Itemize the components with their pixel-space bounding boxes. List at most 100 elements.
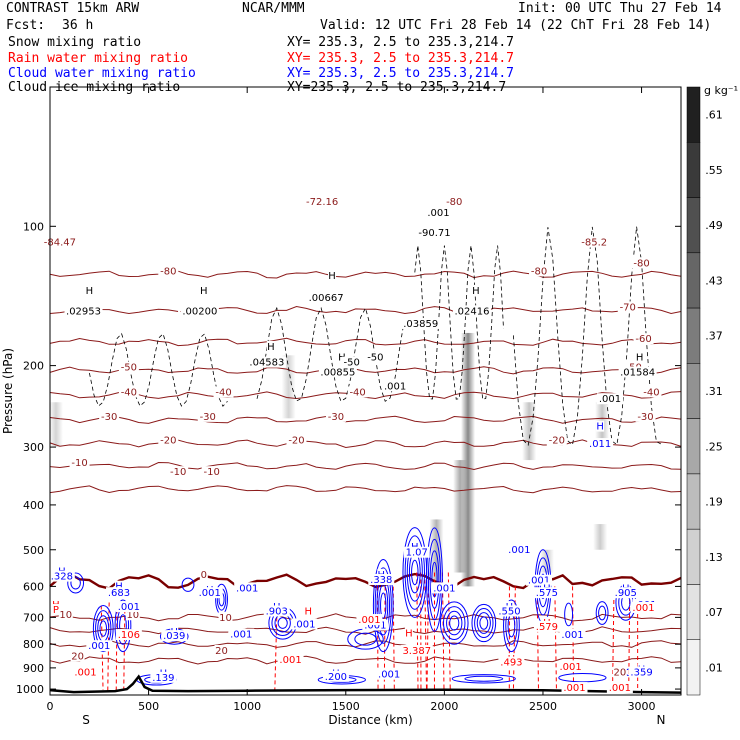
cloud-ice-label-bg [266,340,275,352]
cloud-water-label: .001 [364,621,386,632]
colorbar-label: .61 [705,109,723,122]
rain-label-bg [533,620,560,632]
cloud-ice-label: .001 [599,394,621,405]
snow-column [539,549,554,573]
isotherm-line [49,305,682,315]
colorbar: .61 .55 .49 .43 .37 .31 .25 .19 .13 .07 .01 g kg⁻¹ [686,84,738,696]
cloud-ice-label: .03859 [403,319,438,330]
cloud-water-label: .001 [378,670,400,681]
rain-label-bg [356,614,383,626]
cloud-water-contour [595,601,609,625]
cloud-ice-label-bg [85,284,94,296]
cloud-ice-label-bg [341,356,362,368]
cloud-water-label: .338 [370,575,392,586]
x-tick-label: 2000 [430,700,458,713]
cloud-water-label-bg [234,582,261,594]
colorbar-segment [686,639,701,696]
cloud-water-label: .011 [589,439,611,450]
legend-xy-cloud-water: XY= 235.3, 2.5 to 235.3,214.7 [287,66,514,81]
isotherm-label: -30 [101,412,117,423]
isotherm-label-bg [325,410,346,422]
isotherm-label-bg [201,466,222,478]
snow-column [48,402,63,448]
isotherm-label-bg [199,568,208,580]
rain-contour [628,592,631,692]
rain-label-bg [304,605,313,617]
colorbar-segment [686,528,701,585]
colorbar-label: .07 [705,606,723,619]
cloud-water-label-bg [431,582,458,594]
cloud-water-label-bg [403,546,430,558]
cloud-ice-label-bg [247,356,286,368]
cloud-water-label: .905 [615,588,637,599]
cloud-water-contour [558,672,607,683]
cloud-water-label-bg [86,640,113,652]
cloud-water-contour [67,572,85,594]
cloud-water-label-bg [506,543,533,555]
cloud-water-contour [431,561,438,598]
legend-xy-snow: XY= 235.3, 2.5 to 235.3,214.7 [287,35,514,50]
rain-label: H [405,629,413,640]
cloud-ice-contour [256,306,406,402]
cloud-ice-label-bg [635,351,644,363]
rain-contour [612,592,615,692]
cloud-ice-label-bg [618,366,657,378]
cloud-water-label-bg [228,628,255,640]
colorbar-label: .49 [705,219,723,232]
cloud-water-label-bg [150,671,177,683]
cloud-water-label: .328 [51,572,73,583]
legend-label-cloud-water: Cloud water mixing ratio [8,66,196,81]
y-tick-label: 100 [23,220,44,233]
colorbar-segment [686,473,701,530]
cloud-ice-label: H [328,271,336,282]
isotherm-label-bg [546,434,567,446]
snow-column [522,402,537,461]
cloud-water-label-bg [533,587,560,599]
cloud-water-label: .001 [293,619,315,630]
cloud-ice-label-bg [307,291,346,303]
isotherm-label-bg [633,333,654,345]
legend-label-snow: Snow mixing ratio [8,35,142,50]
isotherm-label: 20 [215,646,228,657]
cloud-water-label-bg [587,438,614,450]
cloud-water-label: .200 [325,672,347,683]
colorbar-segment [686,307,701,364]
rain-contour [274,617,278,692]
isotherm-line [49,461,682,471]
cloud-water-label: .139 [152,673,174,684]
isotherm-label: -80 [446,197,462,208]
y-tick-label: 400 [23,499,44,512]
cloud-water-contour [503,599,520,653]
y-tick-label: 800 [23,638,44,651]
isotherm-label: -10 [204,467,220,478]
isotherm-label-bg [70,650,85,662]
isotherm-label: -20 [549,436,565,447]
cloud-water-contour [564,602,574,627]
cloud-ice-label: .04583 [249,358,284,369]
y-axis-label: Pressure (hPa) [1,348,15,434]
rain-label: .579 [536,622,558,633]
x-axis-label: Distance (km) [328,713,412,727]
y-tick-label: 200 [23,360,44,373]
cloud-water-label: .001 [433,583,455,594]
cloud-water-contour [372,558,394,653]
cloud-water-label: .001 [199,588,221,599]
cloud-water-label-bg [596,420,605,432]
colorbar-label: .55 [705,164,723,177]
rain-label: .001 [74,668,96,679]
cloud-ice-label: .001 [384,381,406,392]
isotherm-line [49,639,682,649]
cloud-water-label-bg [376,668,403,680]
colorbar-unit: g kg⁻¹ [704,84,738,97]
colorbar-label: .31 [705,385,723,398]
isotherm-label-bg [58,609,73,621]
y-tick-label: 1000 [16,683,44,696]
y-tick-label: 500 [23,544,44,557]
rain-label-bg [277,653,304,665]
cloud-water-contour [464,675,504,682]
cloud-water-contour [380,592,387,619]
rain-label-bg [630,601,657,613]
cloud-ice-label-bg [452,305,491,317]
colorbar-label: .19 [705,496,723,509]
cloud-water-contour [598,605,607,621]
